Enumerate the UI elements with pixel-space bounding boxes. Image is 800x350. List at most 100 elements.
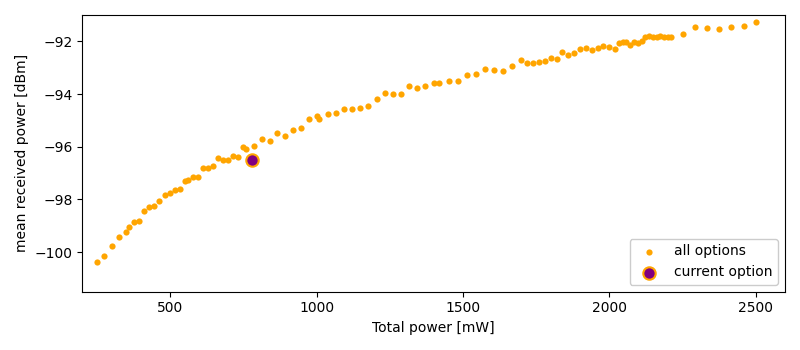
all options xyxy=(163,190,176,196)
all options xyxy=(286,127,299,132)
all options xyxy=(442,78,455,84)
all options xyxy=(433,80,446,85)
all options xyxy=(533,60,546,65)
all options xyxy=(153,198,166,203)
all options xyxy=(168,187,181,192)
all options xyxy=(470,71,482,77)
all options xyxy=(158,193,171,198)
all options xyxy=(138,208,150,213)
all options xyxy=(255,136,268,142)
Y-axis label: mean received power [dBm]: mean received power [dBm] xyxy=(15,54,29,252)
all options xyxy=(122,224,135,230)
all options xyxy=(488,68,501,73)
all options xyxy=(222,158,234,163)
all options xyxy=(750,19,762,25)
all options xyxy=(662,34,674,39)
all options xyxy=(271,131,284,136)
all options xyxy=(148,203,161,209)
all options xyxy=(90,259,103,265)
all options xyxy=(526,60,539,66)
all options xyxy=(346,106,358,112)
all options xyxy=(143,204,156,210)
all options xyxy=(202,165,214,171)
all options xyxy=(386,92,399,97)
all options xyxy=(597,43,610,49)
all options xyxy=(370,96,383,102)
all options xyxy=(620,40,633,45)
all options xyxy=(616,39,629,45)
all options xyxy=(98,253,110,259)
all options xyxy=(737,24,750,29)
all options xyxy=(411,85,424,91)
all options xyxy=(603,44,616,50)
all options xyxy=(650,34,663,40)
all options xyxy=(538,58,551,64)
all options xyxy=(174,186,186,191)
all options xyxy=(521,60,534,66)
all options xyxy=(654,33,666,39)
all options xyxy=(394,91,407,97)
current option xyxy=(246,157,258,163)
all options xyxy=(113,234,126,240)
all options xyxy=(624,42,637,48)
all options xyxy=(556,49,569,55)
all options xyxy=(206,163,219,169)
all options xyxy=(658,34,670,40)
all options xyxy=(313,116,326,122)
all options xyxy=(227,153,240,158)
all options xyxy=(232,154,245,160)
all options xyxy=(689,25,702,30)
all options xyxy=(105,243,118,249)
all options xyxy=(586,47,598,53)
all options xyxy=(677,31,690,37)
all options xyxy=(402,84,415,89)
all options xyxy=(579,45,592,50)
all options xyxy=(419,83,432,89)
all options xyxy=(178,178,191,184)
all options xyxy=(191,175,204,180)
all options xyxy=(237,145,250,150)
all options xyxy=(635,38,648,44)
all options xyxy=(354,106,366,111)
X-axis label: Total power [mW]: Total power [mW] xyxy=(372,321,495,335)
all options xyxy=(330,110,342,116)
all options xyxy=(322,111,334,117)
all options xyxy=(562,52,574,57)
all options xyxy=(515,57,528,63)
all options xyxy=(613,41,626,46)
all options xyxy=(186,174,199,180)
all options xyxy=(378,90,391,96)
all options xyxy=(544,55,557,61)
all options xyxy=(725,25,738,30)
all options xyxy=(701,26,714,31)
all options xyxy=(497,69,510,74)
all options xyxy=(665,35,678,40)
all options xyxy=(217,157,230,163)
all options xyxy=(279,133,292,138)
all options xyxy=(427,80,440,86)
all options xyxy=(133,218,146,224)
all options xyxy=(294,125,307,131)
all options xyxy=(713,26,726,32)
all options xyxy=(461,72,474,77)
all options xyxy=(646,35,659,40)
Legend: all options, current option: all options, current option xyxy=(630,239,778,285)
all options xyxy=(631,40,644,46)
all options xyxy=(310,113,323,118)
all options xyxy=(451,78,464,84)
all options xyxy=(574,46,586,51)
all options xyxy=(609,46,622,52)
all options xyxy=(128,219,141,225)
all options xyxy=(639,35,652,40)
all options xyxy=(362,103,374,109)
all options xyxy=(240,146,253,152)
all options xyxy=(212,155,225,161)
all options xyxy=(506,63,518,69)
all options xyxy=(248,144,261,149)
all options xyxy=(591,45,604,51)
all options xyxy=(568,50,581,56)
all options xyxy=(478,66,491,72)
all options xyxy=(302,116,315,122)
all options xyxy=(642,34,655,39)
all options xyxy=(197,165,210,170)
